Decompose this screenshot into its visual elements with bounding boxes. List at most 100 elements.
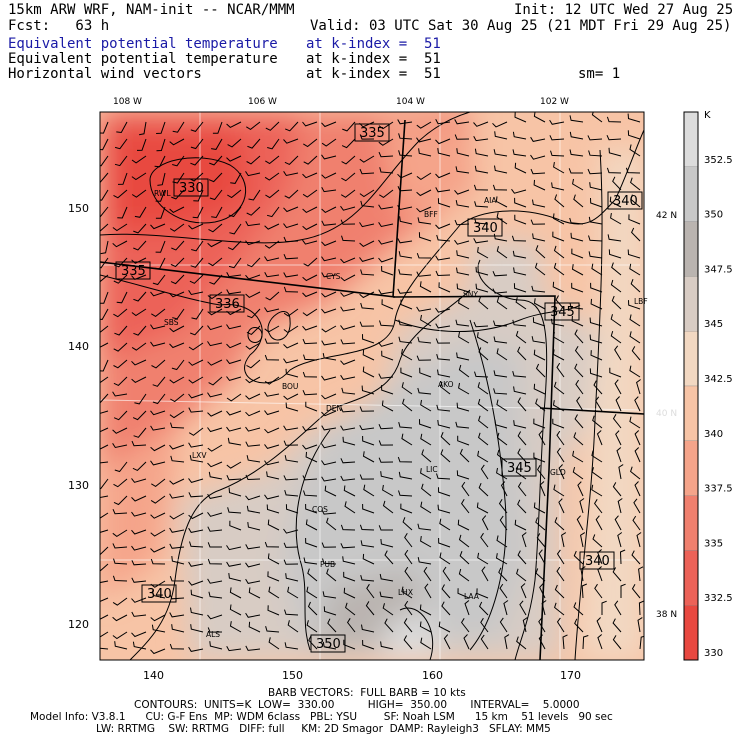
wind-barb bbox=[378, 222, 394, 228]
wind-barb bbox=[100, 274, 109, 283]
wind-barb bbox=[155, 240, 166, 253]
wind-barb bbox=[150, 495, 166, 504]
wind-barb bbox=[366, 583, 375, 599]
wind-barb bbox=[455, 421, 470, 429]
wind-barb bbox=[480, 617, 489, 633]
wind-barb bbox=[100, 410, 109, 414]
wind-barb bbox=[362, 639, 375, 650]
wind-barb bbox=[416, 253, 432, 259]
wind-barb bbox=[285, 573, 299, 582]
wind-barb bbox=[360, 574, 375, 582]
wind-barb bbox=[207, 359, 223, 366]
wind-barb bbox=[100, 308, 109, 321]
wind-barb bbox=[587, 135, 603, 141]
wind-barb bbox=[283, 223, 299, 229]
wind-barb bbox=[341, 235, 356, 242]
wind-barb bbox=[248, 189, 261, 201]
wind-barb bbox=[399, 216, 413, 225]
wind-barb bbox=[150, 291, 166, 297]
lat-label: 38 N bbox=[656, 610, 677, 620]
lon-label: 102 W bbox=[540, 97, 569, 107]
wind-barb bbox=[498, 567, 508, 582]
wind-barb bbox=[302, 274, 318, 282]
wind-barb bbox=[340, 458, 356, 464]
wind-barb bbox=[538, 617, 546, 633]
wind-barb bbox=[226, 393, 242, 402]
wind-barb bbox=[322, 558, 337, 565]
wind-barb bbox=[283, 286, 299, 293]
wind-barb bbox=[151, 478, 166, 488]
forecast-hour: Fcst: 63 h bbox=[8, 18, 110, 34]
wind-barb bbox=[629, 263, 641, 276]
wind-barb bbox=[480, 464, 489, 480]
wind-barb bbox=[569, 149, 584, 157]
wind-barb bbox=[588, 251, 603, 259]
wind-barb bbox=[515, 466, 527, 480]
wind-barb bbox=[267, 571, 280, 582]
wind-barb bbox=[171, 556, 185, 565]
wind-barb bbox=[342, 436, 356, 446]
lon-label: 106 W bbox=[248, 97, 277, 107]
wind-barb bbox=[591, 450, 603, 463]
wind-barb bbox=[436, 404, 451, 412]
wind-barb bbox=[266, 471, 280, 480]
wind-barb bbox=[474, 148, 489, 157]
wind-barb bbox=[402, 517, 413, 531]
wind-barb bbox=[514, 162, 527, 174]
wind-barb bbox=[593, 380, 603, 395]
wind-barb bbox=[207, 578, 223, 584]
wind-barb bbox=[188, 646, 204, 652]
wind-barb bbox=[553, 381, 565, 395]
station: AIA bbox=[484, 196, 497, 205]
wind-barb bbox=[492, 288, 508, 294]
wind-barb bbox=[100, 359, 109, 372]
wind-barb bbox=[629, 365, 641, 378]
wind-barbs bbox=[100, 112, 644, 655]
wind-barb bbox=[100, 512, 109, 519]
wind-barb bbox=[302, 444, 318, 450]
wind-barb bbox=[150, 460, 166, 466]
wind-barb bbox=[516, 636, 527, 650]
wind-barb bbox=[610, 213, 622, 225]
wind-barb bbox=[362, 366, 375, 378]
wind-barb bbox=[379, 591, 394, 599]
wind-barb bbox=[156, 138, 166, 152]
wind-barb bbox=[340, 219, 356, 225]
wind-barb bbox=[112, 240, 128, 248]
wind-barb bbox=[207, 461, 223, 468]
wind-barb bbox=[634, 430, 641, 446]
wind-barb bbox=[577, 481, 584, 497]
physics-info: LW: RRTMG SW: RRTMG DIFF: full KM: 2D Sm… bbox=[96, 723, 551, 735]
wind-barb bbox=[264, 460, 280, 466]
wind-barb bbox=[340, 543, 356, 549]
wind-barb bbox=[264, 240, 280, 249]
wind-barb bbox=[172, 308, 185, 320]
wind-barb bbox=[188, 561, 204, 567]
wind-barb bbox=[188, 527, 204, 533]
wind-barb bbox=[267, 605, 280, 616]
wind-barb bbox=[133, 291, 147, 302]
wind-barb bbox=[481, 566, 489, 582]
wind-barb bbox=[170, 274, 185, 285]
wind-barb bbox=[520, 583, 527, 599]
wind-barb bbox=[207, 558, 223, 565]
wind-barb bbox=[229, 520, 242, 531]
wind-barb bbox=[342, 556, 356, 565]
wind-barb bbox=[340, 425, 356, 431]
wind-barb bbox=[139, 121, 147, 136]
wind-barb bbox=[378, 204, 394, 210]
wind-barb bbox=[267, 138, 280, 150]
wind-barb bbox=[113, 478, 128, 488]
wind-barb bbox=[131, 189, 147, 198]
wind-barb bbox=[131, 308, 147, 317]
wind-barb bbox=[245, 562, 261, 568]
wind-barb bbox=[420, 468, 432, 480]
wind-barb bbox=[100, 189, 109, 201]
wind-barb bbox=[493, 320, 508, 327]
wind-barb bbox=[131, 440, 147, 447]
wind-barb bbox=[265, 155, 280, 165]
wind-barb bbox=[435, 270, 451, 277]
wind-barb bbox=[321, 291, 337, 298]
wind-barb bbox=[113, 308, 128, 318]
contour-legend: CONTOURS: UNITS=K LOW= 330.00 HIGH= 350.… bbox=[134, 699, 580, 711]
